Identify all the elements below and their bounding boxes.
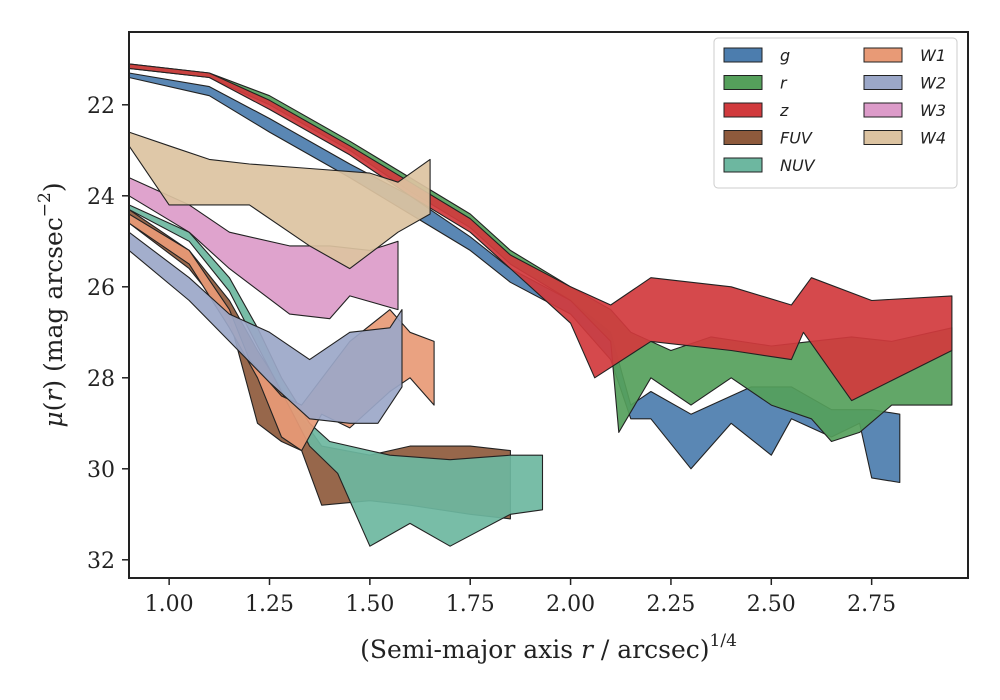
legend-swatch: [723, 102, 763, 118]
legend-swatch: [863, 47, 903, 63]
legend-label: z: [779, 101, 789, 120]
x-tick-label: 2.75: [847, 592, 896, 617]
legend-swatch: [863, 130, 903, 145]
x-tick-label: 1.00: [145, 592, 194, 617]
legend-item-g: g: [723, 46, 790, 65]
x-tick-label: 2.00: [546, 592, 595, 617]
legend-item-w2: W2: [863, 74, 946, 93]
y-tick-label: 28: [87, 367, 115, 392]
band-w3: [128, 177, 399, 320]
legend-swatch: [723, 75, 763, 90]
y-tick-label: 24: [87, 185, 115, 210]
legend-label: NUV: [780, 156, 816, 175]
legend-swatch: [863, 102, 903, 118]
x-tick-label: 2.25: [646, 592, 695, 617]
y-tick-label: 30: [87, 458, 115, 483]
x-tick-label: 1.75: [446, 592, 495, 617]
y-tick-label: 26: [87, 276, 115, 301]
plot-frame: [128, 31, 969, 579]
legend-item-z: z: [723, 101, 789, 120]
y-tick-label: 32: [87, 549, 115, 574]
legend-label: W4: [920, 129, 946, 148]
legend: grz FUV NUV W1 W2 W3 W4: [713, 37, 958, 189]
x-tick-label: 1.50: [345, 592, 394, 617]
legend-item-w1: W1: [863, 46, 946, 65]
legend-item-r: r: [723, 74, 788, 93]
legend-label: g: [780, 46, 790, 65]
y-axis-label: μ(r) (mag arcsec−2): [35, 182, 68, 427]
legend-label: FUV: [780, 129, 813, 148]
legend-label: W1: [920, 46, 946, 65]
band-w2: [128, 231, 403, 424]
x-axis-label: (Semi-major axis r / arcsec)1/4: [360, 631, 737, 664]
y-axis-label-text: μ(r) (mag arcsec−2): [35, 182, 68, 427]
legend-swatch: [863, 75, 903, 90]
x-axis-ticks: 1.00 1.25 1.50 1.75 2.00 2.25 2.50 2.75: [145, 578, 896, 617]
legend-item-w3: W3: [863, 101, 946, 120]
legend-item-nuv: NUV: [723, 156, 816, 175]
x-axis-label-text: (Semi-major axis r / arcsec)1/4: [360, 631, 737, 664]
legend-label: r: [780, 74, 788, 93]
legend-item-fuv: FUV: [723, 129, 813, 148]
x-tick-label: 2.50: [747, 592, 796, 617]
legend-label: W2: [920, 74, 946, 93]
band-areas: [128, 63, 953, 547]
y-tick-label: 22: [87, 94, 115, 119]
x-tick-label: 1.25: [245, 592, 294, 617]
legend-swatch: [723, 130, 763, 145]
y-axis-ticks: 22 24 26 28 30 32: [87, 94, 129, 574]
legend-item-w4: W4: [863, 129, 946, 148]
band-w4: [128, 131, 431, 270]
legend-swatch: [723, 157, 763, 173]
legend-label: W3: [920, 101, 946, 120]
legend-swatch: [723, 47, 763, 63]
